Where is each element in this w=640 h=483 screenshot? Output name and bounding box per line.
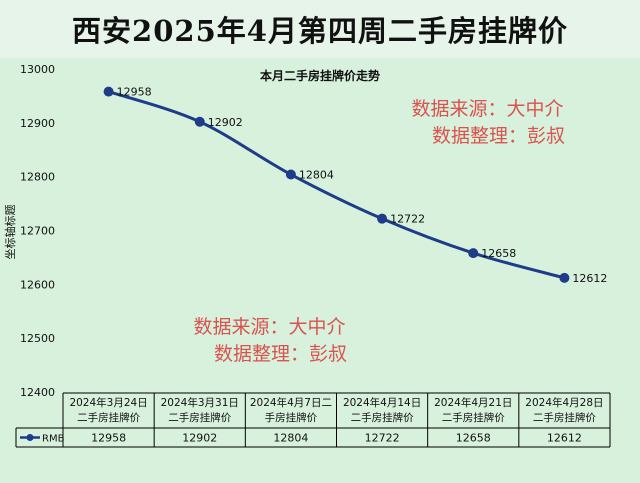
y-tick-label: 12600 [20,278,55,291]
x-category-label: 二手房挂牌价 [168,411,231,424]
watermark-bottom-line2: 数据整理：彭叔 [214,343,348,365]
y-axis-title: 坐标轴标题 [3,205,17,260]
data-label: 12612 [572,272,607,285]
x-category-label: 二手房挂牌价 [351,411,414,424]
x-category-label: 二手房挂牌价 [442,411,505,424]
title-bar: 西安2025年4月第四周二手房挂牌价 [0,0,640,59]
x-category-label: 二手房挂牌价 [77,411,140,424]
y-tick-label: 12400 [20,386,55,399]
chart-title: 本月二手房挂牌价走势 [260,68,380,83]
watermark-bottom: 数据来源：大中介 数据整理：彭叔 [192,314,348,368]
y-tick-label: 12700 [20,225,55,238]
table-value-cell: 12804 [273,432,308,445]
y-tick-label: 12500 [20,332,55,345]
data-point [559,272,570,283]
x-category-label: 2024年4月28日 [525,396,603,409]
data-label: 12902 [208,116,243,129]
data-point [377,213,388,224]
table-value-cell: 12722 [365,432,400,445]
data-label: 12804 [299,169,334,182]
table-value-cell: 12958 [91,432,126,445]
data-point [285,169,296,180]
data-label: 12722 [390,213,425,226]
x-category-label: 2024年4月21日 [434,396,512,409]
y-tick-label: 13000 [20,63,55,76]
table-value-cell: 12612 [547,432,582,445]
x-category-label: 二手房挂牌价 [533,411,596,424]
x-category-label: 手房挂牌价 [265,411,318,424]
y-tick-label: 12900 [20,117,55,130]
page-title: 西安2025年4月第四周二手房挂牌价 [72,14,568,48]
data-point [468,248,479,259]
legend-series-name: RMB [42,434,65,445]
watermark-bottom-line1: 数据来源：大中介 [193,316,346,338]
x-category-label: 2024年3月24日 [69,396,147,409]
table-value-cell: 12658 [456,432,491,445]
y-tick-label: 12800 [20,171,55,184]
series-line-rmb [108,90,565,280]
x-category-label: 2024年4月7日二 [250,396,332,409]
table-value-cell: 12902 [182,432,217,445]
data-label: 12658 [481,247,516,260]
x-category-label: 2024年3月31日 [161,396,239,409]
data-point [194,116,205,127]
watermark-top: 数据来源：大中介 数据整理：彭叔 [410,96,566,150]
legend-marker-swatch [26,434,34,441]
x-category-label: 2024年4月14日 [343,396,421,409]
watermark-top-line2: 数据整理：彭叔 [432,125,566,147]
data-point [103,86,114,97]
data-label: 12958 [117,86,152,99]
watermark-top-line1: 数据来源：大中介 [411,98,564,120]
